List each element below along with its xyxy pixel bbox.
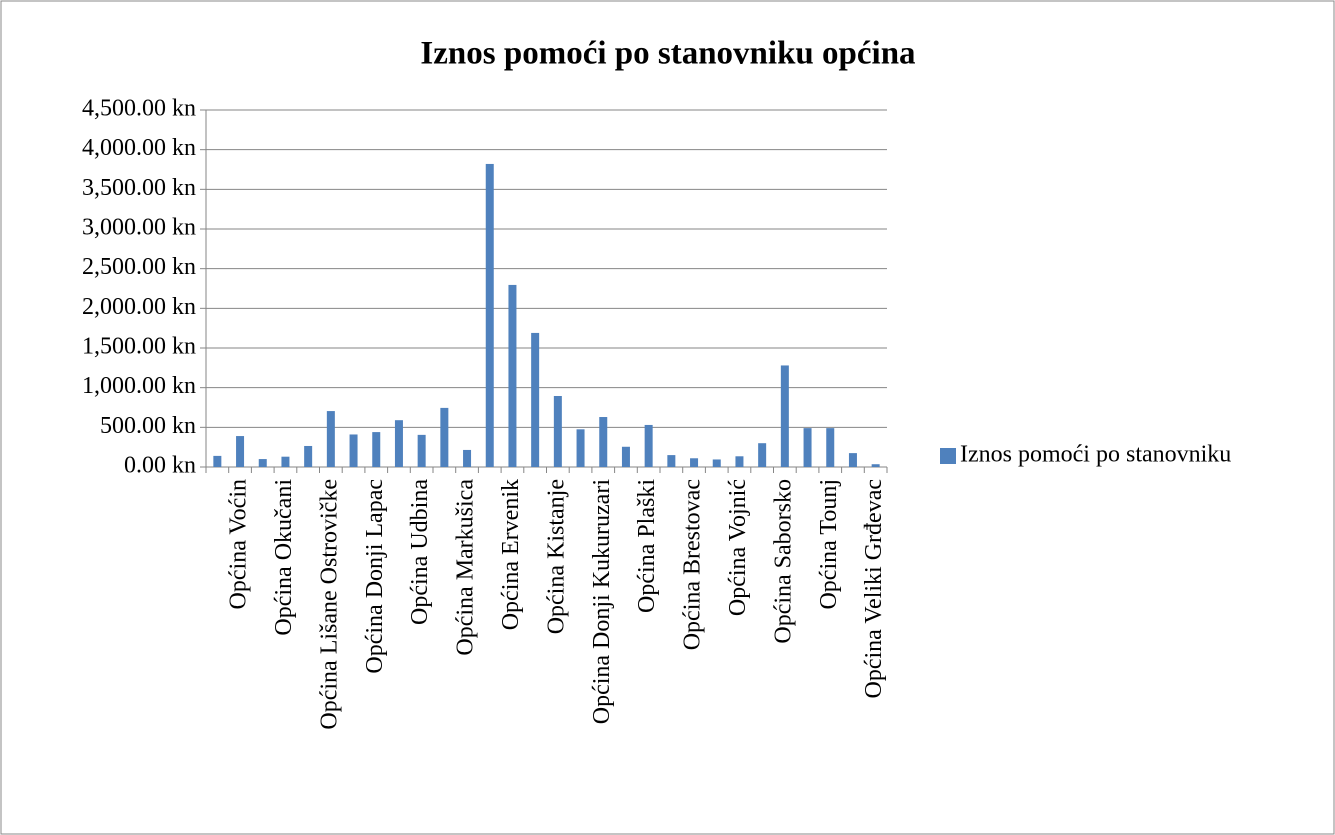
x-tick-label: Općina Vojnić — [725, 479, 751, 616]
x-tick-label: Općina Tounj — [816, 479, 842, 610]
x-tick-label: Općina Ervenik — [498, 479, 524, 630]
bar — [826, 428, 835, 467]
x-tick-label: Općina Donji Kukuruzari — [589, 479, 615, 725]
bar — [735, 456, 744, 467]
bar — [576, 429, 585, 467]
bar — [712, 459, 721, 467]
y-tick-label: 2,000.00 kn — [82, 294, 196, 320]
bar — [621, 446, 630, 467]
bar — [780, 365, 789, 467]
bar — [304, 445, 313, 467]
y-tick-label: 3,500.00 kn — [82, 175, 196, 201]
bar — [553, 395, 562, 467]
legend-label: Iznos pomoći po stanovniku — [960, 442, 1231, 468]
bar — [417, 434, 426, 467]
bar — [758, 443, 767, 467]
y-tick-label: 3,000.00 kn — [82, 215, 196, 241]
y-tick-label: 2,500.00 kn — [82, 254, 196, 280]
x-tick-label: Općina Saborsko — [770, 479, 796, 644]
bar — [281, 456, 290, 467]
y-tick-label: 4,500.00 kn — [82, 96, 196, 122]
y-tick-label: 1,500.00 kn — [82, 334, 196, 360]
y-tick-label: 4,000.00 kn — [82, 135, 196, 161]
bar — [599, 417, 608, 467]
x-tick-label: Općina Brestovac — [680, 479, 706, 650]
bar — [394, 420, 403, 467]
bar — [463, 449, 472, 467]
x-tick-label: Općina Udbina — [407, 479, 433, 625]
bar — [440, 407, 449, 467]
bar — [349, 434, 358, 467]
bar — [213, 455, 222, 467]
bar — [690, 458, 699, 467]
x-tick-label: Općina Kistanje — [543, 479, 569, 634]
bar — [372, 432, 381, 467]
legend-swatch — [940, 448, 956, 464]
x-tick-label: Općina Lišane Ostrovičke — [316, 479, 342, 730]
bar — [485, 163, 494, 468]
y-tick-label: 1,000.00 kn — [82, 373, 196, 399]
bar — [326, 411, 335, 467]
x-tick-label: Općina Plaški — [634, 479, 660, 613]
bar — [667, 455, 676, 467]
bar — [848, 453, 857, 467]
bar — [236, 436, 245, 467]
x-tick-label: Općina Voćin — [226, 479, 252, 609]
bar — [803, 428, 812, 467]
x-tick-label: Općina Markušica — [453, 479, 479, 656]
bar — [531, 332, 540, 467]
x-tick-label: Općina Okučani — [271, 479, 297, 636]
bar — [508, 284, 517, 467]
x-tick-label: Općina Veliki Grđevac — [861, 479, 887, 698]
y-tick-label: 500.00 kn — [100, 413, 196, 439]
bar — [258, 459, 267, 467]
y-tick-label: 0.00 kn — [124, 453, 196, 479]
x-tick-label: Općina Donji Lapac — [362, 479, 388, 674]
bar — [644, 424, 653, 467]
chart-title: Iznos pomoći po stanovniku općina — [420, 36, 915, 72]
bar — [871, 464, 880, 467]
